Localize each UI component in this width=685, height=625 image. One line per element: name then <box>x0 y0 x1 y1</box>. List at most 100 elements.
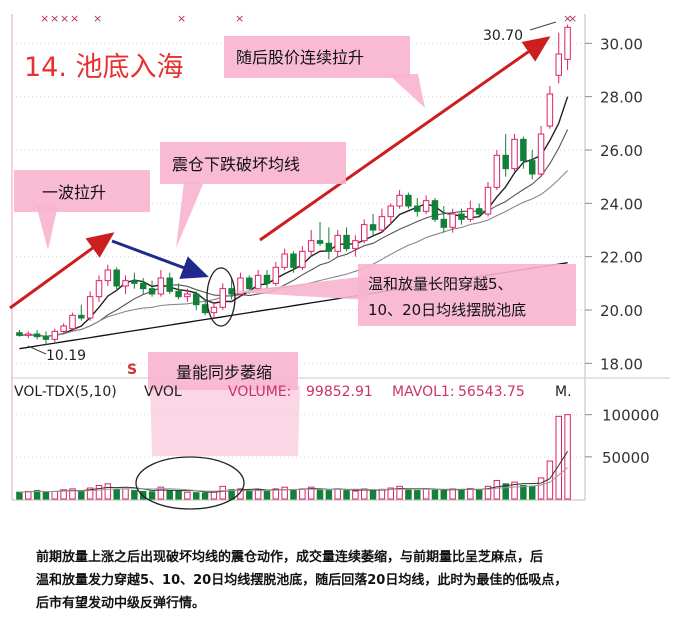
caption-line-1: 前期放量上涨之后出现破坏均线的震仓动作，成交量连续萎缩，与前期量比呈芝麻点，后 <box>36 550 544 565</box>
candle <box>263 270 271 289</box>
candle <box>272 262 280 286</box>
candle <box>281 248 288 270</box>
volume-bar <box>201 492 209 500</box>
volume-bar <box>352 490 359 500</box>
candle <box>316 222 324 246</box>
candle <box>449 208 456 233</box>
low-price-label: 10.19 <box>46 348 86 364</box>
top-marker: × <box>235 12 244 25</box>
volume-bar <box>528 485 536 500</box>
volume-bar <box>263 490 271 500</box>
volume-bar <box>42 491 50 500</box>
price-tick-label: 30.00 <box>600 35 643 53</box>
volume-bar <box>325 490 333 500</box>
candle <box>33 330 41 340</box>
volume-bar <box>396 485 403 500</box>
candle <box>440 206 448 233</box>
candle <box>387 203 394 225</box>
volume-bar <box>449 488 456 500</box>
volume-bar <box>272 488 280 500</box>
top-marker: × <box>40 12 49 25</box>
callout-rally-text: 一波拉升 <box>42 183 106 202</box>
volume-bar <box>184 491 191 500</box>
volume-bar <box>95 485 103 500</box>
volume-bar <box>343 490 350 500</box>
candle <box>537 126 545 177</box>
callout-rise-text: 随后股价连续拉升 <box>236 48 364 67</box>
volume-bar <box>254 489 262 500</box>
volume-bar <box>246 490 253 500</box>
volume-bar <box>440 490 448 500</box>
price-tick-label: 28.00 <box>600 89 643 107</box>
volume-label: VOLUME: <box>228 384 291 400</box>
volume-bar <box>378 488 386 500</box>
volume-bar <box>555 415 562 500</box>
candle <box>16 330 23 337</box>
candle <box>396 190 403 209</box>
candle <box>484 182 492 217</box>
volume-bar <box>139 490 147 500</box>
volume-bar <box>334 488 341 500</box>
candle <box>148 280 156 297</box>
candle <box>95 275 103 302</box>
volume-header-tail: M. <box>555 384 572 400</box>
volume-header: VOL-TDX(5,10) VVOL VOLUME: 99852.91 MAVO… <box>14 384 572 400</box>
candle <box>511 134 518 172</box>
volume-bar <box>431 489 439 500</box>
callout-rally: 一波拉升 <box>14 170 150 250</box>
candle <box>157 270 165 297</box>
price-tick-label: 26.00 <box>600 142 643 160</box>
volume-bar <box>458 489 465 500</box>
volume-bar <box>414 490 421 500</box>
candle <box>458 208 465 225</box>
volume-bar <box>51 490 59 500</box>
candle <box>299 246 306 270</box>
top-marker: × <box>60 12 69 25</box>
volume-bar <box>166 490 173 500</box>
candle <box>334 230 341 257</box>
candle <box>431 198 439 222</box>
chart-area: × × × × × × × × × 14. 池底入海 30.70 10.19 S 一波拉升 震仓… <box>9 12 670 510</box>
breakout-circle <box>206 267 236 327</box>
volume-bar <box>422 488 430 500</box>
volume-circle <box>135 456 245 510</box>
candle <box>139 278 147 294</box>
uptrend-arrow <box>259 36 551 242</box>
volume-bar <box>502 483 509 500</box>
top-marker: × <box>50 12 59 25</box>
volume-bar <box>25 490 32 500</box>
candle <box>343 227 350 252</box>
volume-bar <box>369 489 377 500</box>
candle <box>414 198 421 217</box>
volume-bar <box>307 486 315 500</box>
candle <box>378 208 386 233</box>
volume-bar <box>290 490 297 500</box>
top-marker: × <box>70 12 79 25</box>
candle <box>290 251 297 273</box>
volume-bar <box>175 490 182 500</box>
candle <box>528 150 536 180</box>
candle <box>25 331 32 338</box>
callout-breakout-line2: 10、20日均线摆脱池底 <box>368 301 526 319</box>
volume-bar <box>78 490 85 500</box>
candle <box>502 134 509 177</box>
volume-bar <box>157 486 165 500</box>
callout-rise: 随后股价连续拉升 <box>224 36 425 108</box>
volume-bar <box>484 485 492 500</box>
volume-bar <box>475 489 483 500</box>
candle <box>352 235 359 257</box>
volume-indicator: VOL-TDX(5,10) <box>14 384 117 400</box>
volume-bar <box>86 487 94 500</box>
volume-bar <box>113 489 120 500</box>
top-marker: × <box>563 12 572 25</box>
mavol-label: MAVOL1: <box>392 384 455 400</box>
candle <box>184 288 191 302</box>
candle <box>360 219 368 244</box>
volume-bar <box>148 491 156 500</box>
chart-title: 14. 池底入海 <box>24 52 184 83</box>
top-marker: × <box>568 12 577 25</box>
candle <box>369 214 377 236</box>
mavol-value: 56543.75 <box>458 384 525 400</box>
candle <box>422 195 430 214</box>
candle <box>78 304 85 321</box>
